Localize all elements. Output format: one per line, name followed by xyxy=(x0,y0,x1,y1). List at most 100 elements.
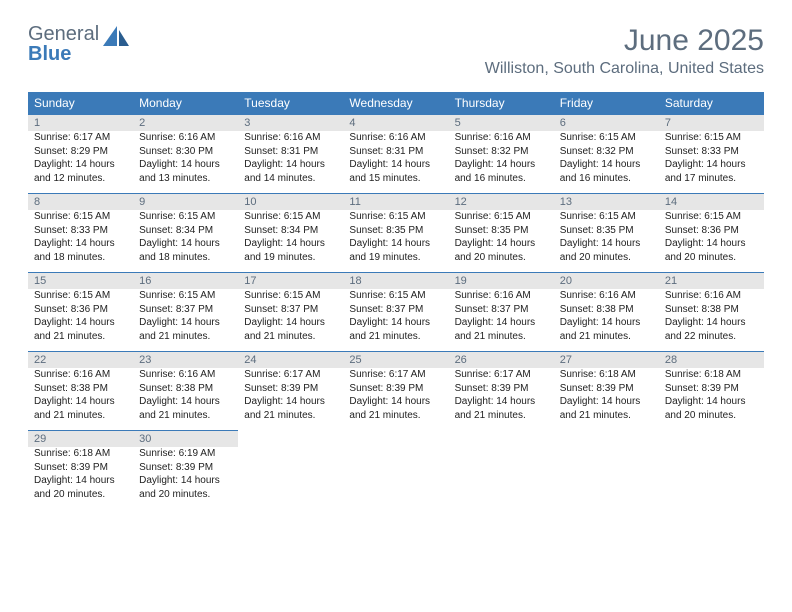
empty-cell xyxy=(449,430,554,509)
daylight-line-2: and 18 minutes. xyxy=(28,251,133,265)
sunset-line: Sunset: 8:39 PM xyxy=(554,382,659,396)
sunset-line: Sunset: 8:33 PM xyxy=(659,145,764,159)
sunset-line: Sunset: 8:37 PM xyxy=(449,303,554,317)
calendar-cell: 3Sunrise: 6:16 AMSunset: 8:31 PMDaylight… xyxy=(238,114,343,193)
daylight-line-2: and 20 minutes. xyxy=(659,251,764,265)
sunset-line: Sunset: 8:31 PM xyxy=(343,145,448,159)
calendar-cell: 26Sunrise: 6:17 AMSunset: 8:39 PMDayligh… xyxy=(449,351,554,430)
sunrise-line: Sunrise: 6:16 AM xyxy=(238,131,343,145)
daylight-line-1: Daylight: 14 hours xyxy=(449,395,554,409)
day-number: 26 xyxy=(449,352,554,368)
sunset-line: Sunset: 8:32 PM xyxy=(449,145,554,159)
daylight-line-1: Daylight: 14 hours xyxy=(28,474,133,488)
daylight-line-1: Daylight: 14 hours xyxy=(133,316,238,330)
daylight-line-1: Daylight: 14 hours xyxy=(343,395,448,409)
day-number: 23 xyxy=(133,352,238,368)
day-number: 21 xyxy=(659,273,764,289)
sunrise-line: Sunrise: 6:15 AM xyxy=(28,210,133,224)
calendar-cell: 24Sunrise: 6:17 AMSunset: 8:39 PMDayligh… xyxy=(238,351,343,430)
daylight-line-1: Daylight: 14 hours xyxy=(343,316,448,330)
sunset-line: Sunset: 8:35 PM xyxy=(449,224,554,238)
daylight-line-2: and 21 minutes. xyxy=(133,330,238,344)
daylight-line-2: and 22 minutes. xyxy=(659,330,764,344)
sunrise-line: Sunrise: 6:15 AM xyxy=(133,289,238,303)
sunrise-line: Sunrise: 6:16 AM xyxy=(554,289,659,303)
daylight-line-1: Daylight: 14 hours xyxy=(28,395,133,409)
calendar-cell: 10Sunrise: 6:15 AMSunset: 8:34 PMDayligh… xyxy=(238,193,343,272)
calendar-cell: 20Sunrise: 6:16 AMSunset: 8:38 PMDayligh… xyxy=(554,272,659,351)
day-number: 17 xyxy=(238,273,343,289)
daylight-line-2: and 20 minutes. xyxy=(554,251,659,265)
sunrise-line: Sunrise: 6:15 AM xyxy=(343,289,448,303)
sunrise-line: Sunrise: 6:15 AM xyxy=(659,210,764,224)
sunrise-line: Sunrise: 6:15 AM xyxy=(133,210,238,224)
header: General Blue June 2025 Williston, South … xyxy=(28,24,764,78)
calendar-cell: 25Sunrise: 6:17 AMSunset: 8:39 PMDayligh… xyxy=(343,351,448,430)
calendar-cell: 2Sunrise: 6:16 AMSunset: 8:30 PMDaylight… xyxy=(133,114,238,193)
daylight-line-2: and 15 minutes. xyxy=(343,172,448,186)
calendar-cell: 16Sunrise: 6:15 AMSunset: 8:37 PMDayligh… xyxy=(133,272,238,351)
calendar-cell: 18Sunrise: 6:15 AMSunset: 8:37 PMDayligh… xyxy=(343,272,448,351)
sunset-line: Sunset: 8:35 PM xyxy=(343,224,448,238)
calendar-cell: 14Sunrise: 6:15 AMSunset: 8:36 PMDayligh… xyxy=(659,193,764,272)
empty-cell xyxy=(238,430,343,509)
day-number: 13 xyxy=(554,194,659,210)
day-number: 30 xyxy=(133,431,238,447)
daylight-line-2: and 12 minutes. xyxy=(28,172,133,186)
daylight-line-2: and 14 minutes. xyxy=(238,172,343,186)
sunrise-line: Sunrise: 6:16 AM xyxy=(659,289,764,303)
calendar-cell: 29Sunrise: 6:18 AMSunset: 8:39 PMDayligh… xyxy=(28,430,133,509)
day-number: 9 xyxy=(133,194,238,210)
sunset-line: Sunset: 8:33 PM xyxy=(28,224,133,238)
day-number: 11 xyxy=(343,194,448,210)
calendar-grid: SundayMondayTuesdayWednesdayThursdayFrid… xyxy=(28,92,764,509)
title-block: June 2025 Williston, South Carolina, Uni… xyxy=(485,24,764,78)
calendar-cell: 22Sunrise: 6:16 AMSunset: 8:38 PMDayligh… xyxy=(28,351,133,430)
calendar-cell: 12Sunrise: 6:15 AMSunset: 8:35 PMDayligh… xyxy=(449,193,554,272)
sunset-line: Sunset: 8:36 PM xyxy=(659,224,764,238)
daylight-line-2: and 21 minutes. xyxy=(238,409,343,423)
sunrise-line: Sunrise: 6:16 AM xyxy=(449,131,554,145)
sunset-line: Sunset: 8:39 PM xyxy=(659,382,764,396)
logo-blue: Blue xyxy=(28,43,71,65)
calendar-cell: 5Sunrise: 6:16 AMSunset: 8:32 PMDaylight… xyxy=(449,114,554,193)
daylight-line-2: and 13 minutes. xyxy=(133,172,238,186)
sunset-line: Sunset: 8:34 PM xyxy=(238,224,343,238)
sunrise-line: Sunrise: 6:16 AM xyxy=(133,131,238,145)
calendar-cell: 21Sunrise: 6:16 AMSunset: 8:38 PMDayligh… xyxy=(659,272,764,351)
logo-sail-icon xyxy=(103,26,131,48)
day-number: 22 xyxy=(28,352,133,368)
day-number: 5 xyxy=(449,115,554,131)
calendar-cell: 6Sunrise: 6:15 AMSunset: 8:32 PMDaylight… xyxy=(554,114,659,193)
day-number: 20 xyxy=(554,273,659,289)
day-number: 8 xyxy=(28,194,133,210)
sunset-line: Sunset: 8:34 PM xyxy=(133,224,238,238)
dow-header: Tuesday xyxy=(238,92,343,114)
dow-header: Thursday xyxy=(449,92,554,114)
daylight-line-2: and 20 minutes. xyxy=(28,488,133,502)
day-number: 7 xyxy=(659,115,764,131)
daylight-line-1: Daylight: 14 hours xyxy=(659,395,764,409)
daylight-line-2: and 21 minutes. xyxy=(28,409,133,423)
sunrise-line: Sunrise: 6:17 AM xyxy=(238,368,343,382)
sunrise-line: Sunrise: 6:16 AM xyxy=(449,289,554,303)
sunset-line: Sunset: 8:39 PM xyxy=(449,382,554,396)
sunset-line: Sunset: 8:39 PM xyxy=(238,382,343,396)
daylight-line-1: Daylight: 14 hours xyxy=(238,237,343,251)
sunrise-line: Sunrise: 6:17 AM xyxy=(28,131,133,145)
day-number: 28 xyxy=(659,352,764,368)
daylight-line-1: Daylight: 14 hours xyxy=(449,237,554,251)
sunset-line: Sunset: 8:39 PM xyxy=(28,461,133,475)
page-title: June 2025 xyxy=(485,24,764,58)
day-number: 19 xyxy=(449,273,554,289)
logo-general: General xyxy=(28,23,99,45)
calendar-cell: 19Sunrise: 6:16 AMSunset: 8:37 PMDayligh… xyxy=(449,272,554,351)
day-number: 14 xyxy=(659,194,764,210)
day-number: 27 xyxy=(554,352,659,368)
daylight-line-2: and 21 minutes. xyxy=(238,330,343,344)
daylight-line-2: and 21 minutes. xyxy=(554,330,659,344)
sunrise-line: Sunrise: 6:15 AM xyxy=(449,210,554,224)
day-number: 12 xyxy=(449,194,554,210)
day-number: 10 xyxy=(238,194,343,210)
daylight-line-2: and 21 minutes. xyxy=(449,330,554,344)
